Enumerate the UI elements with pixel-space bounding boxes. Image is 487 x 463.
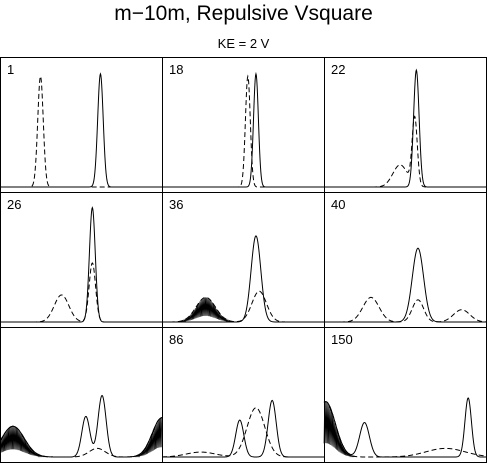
panel-8: 86	[161, 327, 325, 463]
panel-frame	[162, 57, 325, 193]
panel-label: 36	[169, 197, 183, 212]
dashed-curve	[161, 407, 324, 458]
panel-label: 86	[169, 332, 183, 347]
panel-5: 36	[162, 192, 325, 328]
noise-band	[132, 417, 163, 458]
solid-curve	[0, 394, 163, 458]
panel-1: 1	[0, 57, 163, 193]
panel-label: 26	[7, 197, 21, 212]
panel-frame	[324, 57, 487, 193]
solid-curve	[162, 71, 324, 188]
noise-band	[323, 401, 355, 458]
chart-subtitle: KE = 2 V	[217, 36, 270, 51]
panel-label: 1	[7, 62, 14, 77]
dashed-curve	[0, 262, 162, 323]
solid-curve	[324, 68, 486, 188]
panel-9: 150	[323, 327, 487, 463]
dashed-curve	[324, 115, 486, 188]
panel-frame	[0, 57, 163, 193]
panel-label: 150	[331, 332, 353, 347]
dashed-curve	[323, 401, 487, 458]
panel-frame	[324, 327, 487, 463]
dashed-curve	[162, 74, 324, 188]
panel-3: 22	[324, 57, 487, 193]
panel-label: 40	[331, 197, 345, 212]
panel-6: 40	[324, 192, 487, 328]
panel-label: 18	[169, 62, 183, 77]
solid-curve	[0, 206, 162, 323]
panel-2: 18	[162, 57, 325, 193]
panel-4: 26	[0, 192, 163, 328]
solid-curve	[324, 247, 486, 323]
panel-frame	[162, 327, 325, 463]
panel-frame	[162, 192, 325, 328]
solid-curve	[162, 399, 324, 458]
solid-curve	[0, 72, 162, 188]
panel-7	[0, 327, 163, 463]
chart-title: m−10m, Repulsive Vsquare	[114, 2, 373, 25]
panel-frame	[324, 192, 487, 328]
dashed-curve	[162, 290, 324, 323]
solid-curve	[323, 397, 486, 458]
dashed-curve	[0, 74, 162, 188]
solid-curve	[162, 235, 324, 323]
panel-frame	[0, 192, 163, 328]
dashed-curve	[324, 296, 487, 323]
panel-label: 22	[331, 62, 345, 77]
noise-band	[176, 297, 235, 323]
